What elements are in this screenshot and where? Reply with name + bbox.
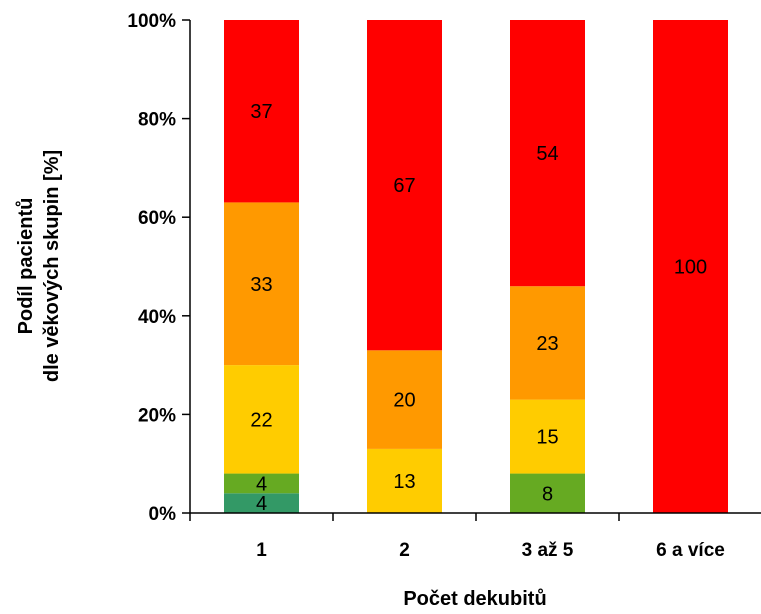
data-label: 54 — [536, 143, 558, 165]
bar-segment — [224, 365, 299, 474]
y-tick-label: 80% — [138, 110, 176, 131]
x-ticks: 1 2 3 až 5 6 a více — [189, 513, 725, 561]
y-ticks: 0% 20% 40% 60% 80% 100% — [127, 11, 190, 525]
data-label: 23 — [536, 333, 558, 355]
bar-segment — [224, 202, 299, 366]
data-label: 100 — [674, 257, 707, 279]
bar-segment — [224, 20, 299, 203]
y-axis-title-line-1: Podíl pacientů — [15, 198, 37, 335]
bar-segment — [367, 20, 442, 351]
x-tick-label: 3 až 5 — [522, 540, 574, 561]
data-label: 37 — [250, 101, 272, 123]
data-label: 8 — [542, 483, 553, 505]
data-label: 15 — [536, 427, 558, 449]
bars-layer — [224, 20, 728, 513]
bar-segment — [224, 473, 299, 494]
bar-segment — [367, 350, 442, 449]
data-label: 22 — [250, 409, 272, 431]
bar-segment — [653, 20, 728, 513]
x-axis-title: Počet dekubitů — [403, 588, 546, 610]
bar-segment — [510, 20, 585, 287]
y-tick-label: 20% — [138, 405, 176, 426]
y-tick-label: 60% — [138, 208, 176, 229]
data-label: 4 — [256, 493, 267, 515]
data-label: 67 — [393, 175, 415, 197]
x-tick-label: 2 — [399, 540, 410, 561]
data-label: 13 — [393, 471, 415, 493]
y-tick-label: 100% — [127, 11, 176, 32]
data-label: 20 — [393, 390, 415, 412]
y-axis-title-line-2: dle věkových skupin [%] — [41, 150, 63, 382]
bar-segment — [510, 286, 585, 400]
data-label: 33 — [250, 274, 272, 296]
data-labels-layer: 44 22 33 37 13 20 67 8 15 23 54 100 — [250, 101, 707, 515]
bar-segment — [510, 473, 585, 513]
x-tick-label: 1 — [256, 540, 267, 561]
axes-layer: 0% 20% 40% 60% 80% 100% 1 2 3 až 5 6 a více — [127, 11, 761, 561]
x-tick-label: 6 a více — [656, 540, 725, 561]
bar-segment — [510, 399, 585, 474]
y-tick-label: 0% — [149, 504, 177, 525]
y-tick-label: 40% — [138, 307, 176, 328]
data-label: 4 — [256, 473, 267, 495]
bar-segment — [224, 493, 299, 513]
bar-segment — [367, 448, 442, 513]
